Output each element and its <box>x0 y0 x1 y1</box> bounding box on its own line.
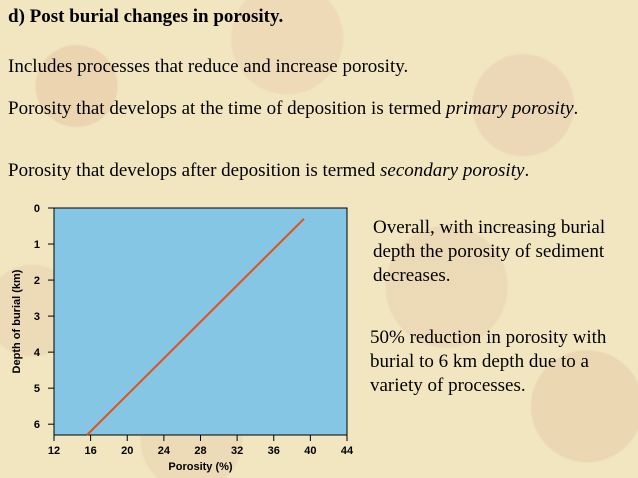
x-tick-label: 36 <box>268 445 280 457</box>
y-tick-label: 0 <box>34 203 40 215</box>
x-tick-label: 40 <box>304 445 316 457</box>
secondary-porosity-term: secondary porosity <box>380 160 525 181</box>
primary-porosity-period: . <box>573 98 579 119</box>
primary-porosity-term: primary porosity <box>445 98 574 119</box>
primary-porosity-text: Porosity that develops at the time of de… <box>8 97 608 120</box>
x-axis: 12 16 20 24 28 32 36 40 44 <box>48 435 354 457</box>
y-axis: 0 1 2 3 4 5 6 <box>34 203 54 431</box>
x-tick-label: 32 <box>231 445 243 457</box>
y-axis-label: Depth of burial (km) <box>11 269 23 373</box>
series-layer <box>86 218 305 436</box>
primary-porosity-sentence: Porosity that develops at the time of de… <box>8 98 446 119</box>
overall-trend-note: Overall, with increasing burial depth th… <box>373 217 606 286</box>
slide-heading: d) Post burial changes in porosity. <box>8 6 284 27</box>
secondary-porosity-text: Porosity that develops after deposition … <box>8 160 529 182</box>
y-tick-label: 4 <box>34 347 41 359</box>
y-tick-label: 1 <box>34 239 40 251</box>
x-axis-label: Porosity (%) <box>168 461 233 473</box>
y-tick-label: 2 <box>34 275 40 287</box>
reduction-note: 50% reduction in porosity with burial to… <box>370 327 607 396</box>
x-tick-label: 44 <box>341 445 354 457</box>
x-tick-label: 24 <box>158 445 171 457</box>
secondary-porosity-sentence: Porosity that develops after deposition … <box>8 160 381 181</box>
x-tick-label: 28 <box>194 445 206 457</box>
y-tick-label: 5 <box>34 383 40 395</box>
porosity-depth-line <box>86 218 305 436</box>
x-tick-label: 20 <box>121 445 133 457</box>
y-tick-label: 6 <box>34 419 40 431</box>
x-tick-label: 12 <box>48 445 60 457</box>
y-tick-label: 3 <box>34 311 40 323</box>
intro-text: Includes processes that reduce and incre… <box>8 56 409 77</box>
x-tick-label: 16 <box>85 445 97 457</box>
secondary-porosity-period: . <box>524 160 530 181</box>
